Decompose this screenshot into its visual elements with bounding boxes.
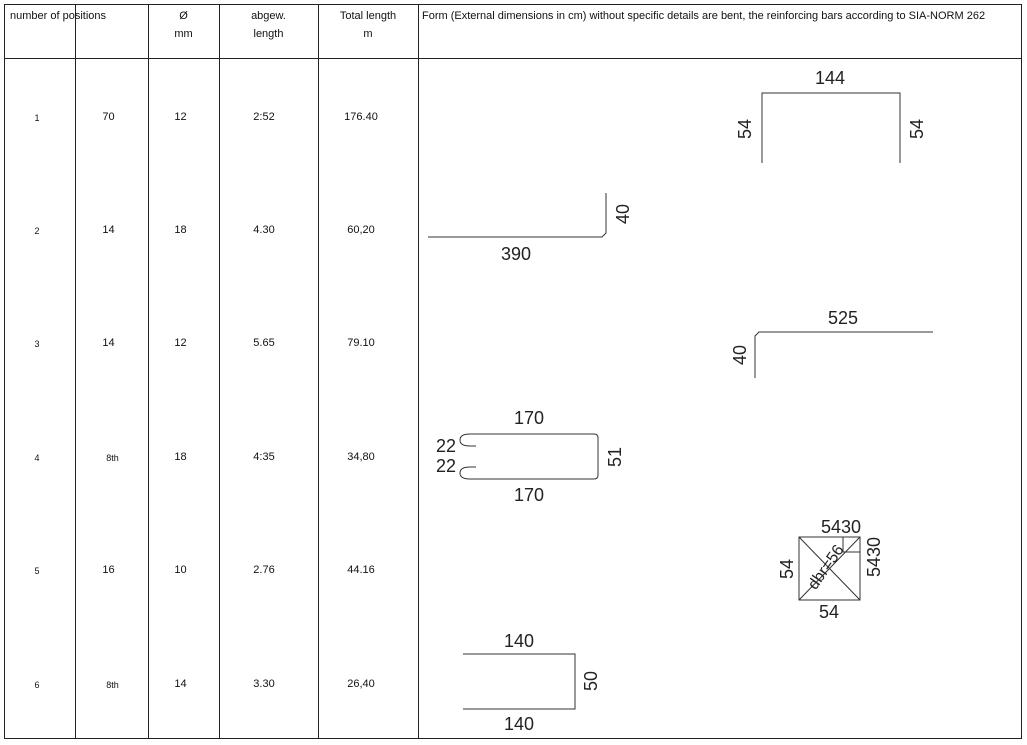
shape-4-right-dim: 51 <box>605 447 625 467</box>
row-5-position: 5 <box>34 566 40 576</box>
shape-6-bar <box>463 653 576 710</box>
shape-6-right-dim: 50 <box>581 671 601 691</box>
shape-5-diagonal-b <box>798 536 861 601</box>
row-6-total-length: 26,40 <box>347 678 375 690</box>
header-diameter: Ø mm <box>148 7 219 43</box>
shape-1-left-dim: 54 <box>735 119 755 139</box>
header-diameter-symbol: Ø <box>179 10 188 22</box>
shape-4-hook-dim-2: 22 <box>436 456 456 476</box>
row-1-diameter: 12 <box>174 111 187 123</box>
shape-4-bar <box>459 433 599 480</box>
shape-5-top-dim: 5430 <box>821 517 861 537</box>
shape-6-top-dim: 140 <box>504 631 534 651</box>
row-2-total-length: 60,20 <box>347 224 375 236</box>
shape-6-bottom-dim: 140 <box>504 714 534 734</box>
row-6-position: 6 <box>34 680 40 690</box>
shape-5-right-dim: 5430 <box>864 537 884 577</box>
header-cut-length-line1: abgew. <box>251 10 286 22</box>
shape-5-bar <box>798 536 861 601</box>
header-diameter-unit: mm <box>174 28 193 40</box>
row-1-position: 1 <box>34 113 40 123</box>
shape-5-hook <box>842 537 860 553</box>
header-total-length-unit: m <box>363 28 373 40</box>
row-4-total-length: 34,80 <box>347 451 375 463</box>
row-5-diameter: 10 <box>174 564 187 576</box>
header-number-of-positions: number of positions <box>10 10 106 22</box>
row-3-cut-length: 5.65 <box>253 337 275 349</box>
row-1-count: 70 <box>102 111 115 123</box>
row-4-cut-length: 4:35 <box>253 451 275 463</box>
shape-5-bottom-dim: 54 <box>819 602 839 622</box>
row-5-total-length: 44.16 <box>347 564 375 576</box>
header-total-length: Total length m <box>318 7 418 43</box>
shape-1-bar <box>761 92 901 163</box>
shape-4-top-dim: 170 <box>514 408 544 428</box>
shape-3-top-dim: 525 <box>828 308 858 328</box>
header-total-length-line1: Total length <box>339 10 397 22</box>
row-6-diameter: 14 <box>174 678 187 690</box>
shape-5-left-dim: 54 <box>777 559 797 579</box>
row-3-diameter: 12 <box>174 337 187 349</box>
row-6-count: 8th <box>106 680 119 690</box>
header-form-note: Form (External dimensions in cm) without… <box>422 10 986 22</box>
row-6-cut-length: 3.30 <box>253 678 275 690</box>
shape-3-bar <box>754 331 933 378</box>
shape-2-bottom-dim: 390 <box>501 244 531 264</box>
shape-3-left-dim: 40 <box>730 345 750 365</box>
row-5-cut-length: 2.76 <box>253 564 275 576</box>
row-1-cut-length: 2:52 <box>253 111 275 123</box>
row-2-position: 2 <box>34 226 40 236</box>
shape-2-bar <box>428 193 607 238</box>
shape-1-right-dim: 54 <box>907 119 927 139</box>
row-3-position: 3 <box>34 339 40 349</box>
shape-2-right-dim: 40 <box>613 204 633 224</box>
row-1-total-length: 176.40 <box>344 111 378 123</box>
shape-4-bottom-dim: 170 <box>514 485 544 505</box>
row-2-count: 14 <box>102 224 115 236</box>
header-cut-length: abgew. length <box>219 7 318 43</box>
row-3-count: 14 <box>102 337 115 349</box>
row-3-total-length: 79.10 <box>347 337 375 349</box>
header-cut-length-line2: length <box>253 28 284 40</box>
row-5-count: 16 <box>102 564 115 576</box>
shape-4-hook-dim-1: 22 <box>436 436 456 456</box>
shape-1-top-dim: 144 <box>815 68 845 88</box>
row-4-count: 8th <box>106 453 119 463</box>
row-4-diameter: 18 <box>174 451 187 463</box>
row-2-diameter: 18 <box>174 224 187 236</box>
row-2-cut-length: 4.30 <box>253 224 275 236</box>
row-4-position: 4 <box>34 453 40 463</box>
